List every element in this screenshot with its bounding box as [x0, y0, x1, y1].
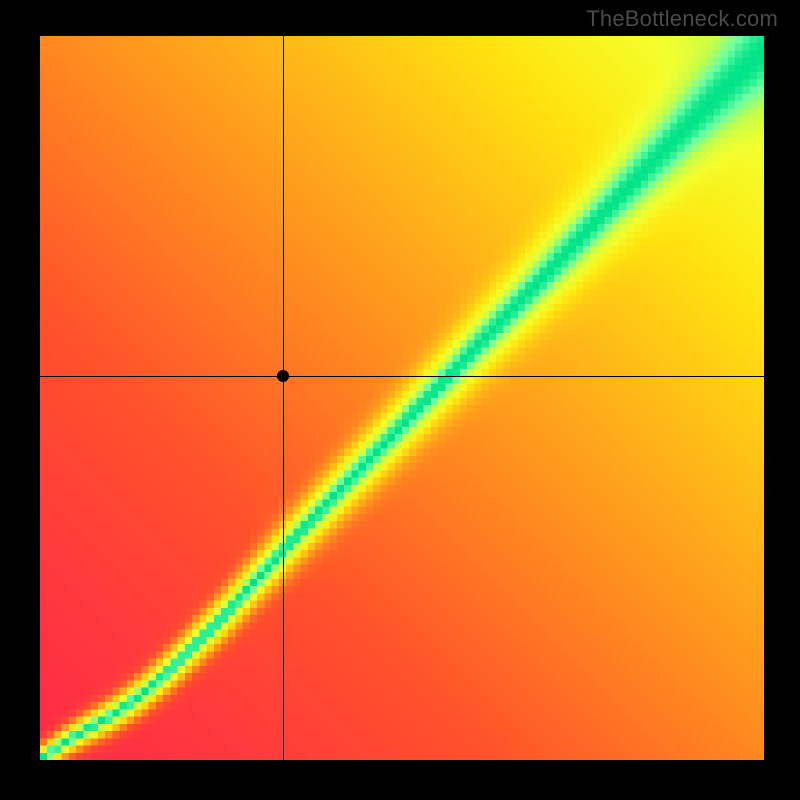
crosshair-marker[interactable]	[277, 370, 289, 382]
crosshair-horizontal	[40, 376, 764, 377]
watermark-text: TheBottleneck.com	[586, 6, 778, 32]
crosshair-vertical	[283, 36, 284, 760]
heatmap-plot	[40, 36, 764, 760]
heatmap-canvas	[40, 36, 764, 760]
